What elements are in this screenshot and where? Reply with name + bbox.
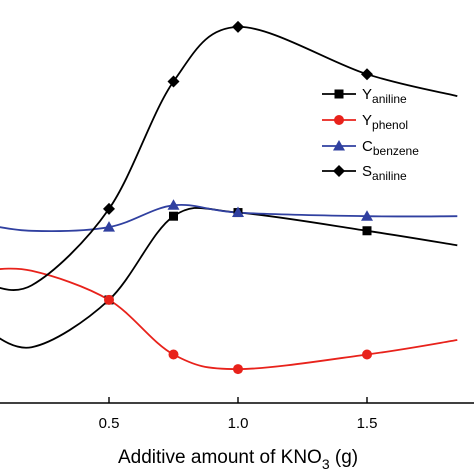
- legend-label-subscript: phenol: [372, 118, 408, 132]
- x-tick-label: 1.5: [357, 415, 378, 432]
- data-point-c-benzene: [167, 199, 180, 210]
- data-point-y-phenol: [362, 349, 372, 360]
- data-point-c-benzene: [361, 210, 373, 221]
- legend-marker-y-aniline: [334, 89, 344, 99]
- data-point-y-aniline: [362, 226, 372, 236]
- legend-label-c-benzene: Cbenzene: [362, 138, 419, 158]
- x-axis-title-subscript: 3: [322, 456, 330, 472]
- data-point-c-benzene: [103, 221, 115, 232]
- series-line-y-aniline: [0, 206, 458, 349]
- data-point-y-phenol: [104, 294, 114, 305]
- data-point-s-aniline: [103, 202, 115, 215]
- legend-label-main: Y: [362, 112, 372, 129]
- data-point-s-aniline: [167, 75, 180, 88]
- x-tick-label: 0.5: [99, 415, 120, 432]
- plot-lines: [0, 25, 458, 371]
- legend-label-subscript: aniline: [372, 92, 407, 106]
- legend-label-main: S: [362, 163, 372, 180]
- series-line-s-aniline: [0, 25, 458, 291]
- plot-markers: [103, 20, 373, 375]
- legend-marker-s-aniline: [333, 165, 345, 177]
- x-axis: 0.5 1.0 1.5 Additive amount of KNO3 (g): [0, 397, 474, 472]
- x-axis-title-unit: (g): [330, 447, 359, 468]
- legend-label-y-phenol: Yphenol: [362, 112, 408, 132]
- x-axis-title: Additive amount of KNO3 (g): [118, 447, 358, 472]
- series-line-c-benzene: [0, 203, 458, 232]
- series-line-y-phenol: [0, 267, 458, 371]
- data-point-y-aniline: [169, 211, 178, 221]
- legend-label-main: C: [362, 138, 373, 155]
- legend-label-main: Y: [362, 86, 372, 103]
- data-point-c-benzene: [232, 206, 244, 218]
- legend-label-subscript: aniline: [372, 169, 407, 183]
- x-axis-title-main: Additive amount of KNO: [118, 447, 322, 468]
- data-point-y-phenol: [168, 349, 179, 360]
- x-tick-label: 1.0: [228, 415, 249, 432]
- legend-label-subscript: benzene: [373, 144, 419, 158]
- legend-label-y-aniline: Yaniline: [362, 86, 407, 106]
- data-point-s-aniline: [232, 20, 244, 33]
- legend-label-s-aniline: Saniline: [362, 163, 407, 183]
- data-point-y-phenol: [233, 364, 243, 375]
- data-point-s-aniline: [361, 68, 373, 81]
- x-ticks: 0.5 1.0 1.5: [99, 397, 378, 432]
- legend-marker-c-benzene: [333, 140, 345, 151]
- legend-marker-y-phenol: [334, 115, 344, 125]
